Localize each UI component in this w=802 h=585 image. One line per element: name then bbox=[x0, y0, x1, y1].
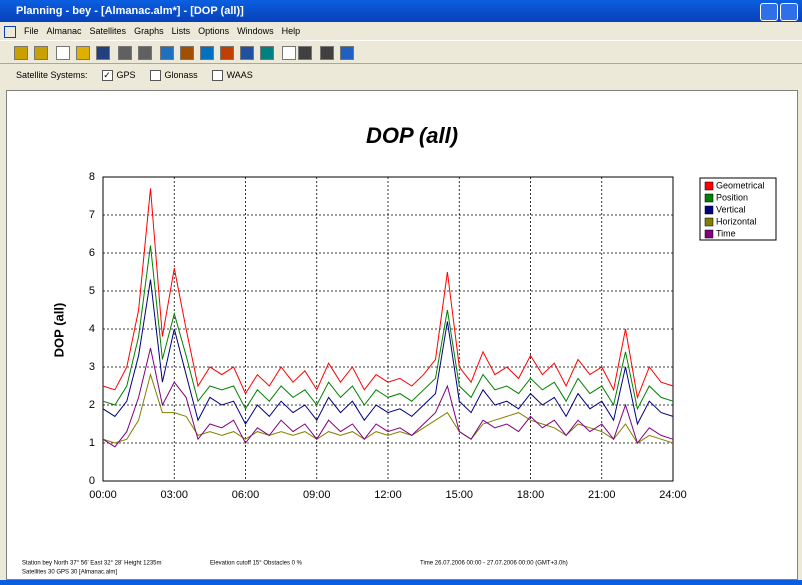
maximize-button[interactable] bbox=[780, 3, 798, 21]
menu-item[interactable]: Help bbox=[281, 26, 301, 36]
y-tick-label: 6 bbox=[89, 247, 95, 259]
toolbar-button[interactable] bbox=[298, 46, 312, 60]
toolbar-button[interactable] bbox=[340, 46, 354, 60]
y-tick-label: 1 bbox=[89, 437, 95, 449]
y-tick-label: 5 bbox=[89, 285, 95, 297]
checkbox-label[interactable]: Glonass bbox=[164, 70, 198, 80]
x-tick-label: 18:00 bbox=[517, 489, 545, 501]
series-line bbox=[102, 372, 674, 444]
toolbar-button[interactable] bbox=[138, 46, 152, 60]
toolbar-button[interactable] bbox=[76, 46, 90, 60]
systems-bar: Satellite Systems: ✓ GPS Glonass WAAS bbox=[0, 63, 802, 87]
minimize-button[interactable] bbox=[760, 3, 778, 21]
window-title: Planning - bey - [Almanac.alm*] - [DOP (… bbox=[16, 5, 244, 17]
legend-label: Time bbox=[716, 228, 736, 238]
chart-panel bbox=[6, 90, 798, 580]
x-tick-label: 15:00 bbox=[445, 489, 473, 501]
menu-item[interactable]: Almanac bbox=[46, 26, 82, 36]
menu-item[interactable]: Graphs bbox=[134, 26, 164, 36]
y-axis-label: DOP (all) bbox=[51, 303, 66, 358]
menu-bar: File Almanac Satellites Graphs Lists Options W… bbox=[0, 22, 802, 40]
series-line bbox=[102, 347, 674, 448]
legend-swatch bbox=[704, 193, 714, 203]
series-line bbox=[102, 188, 674, 400]
x-tick-label: 12:00 bbox=[374, 489, 402, 501]
series-line bbox=[102, 245, 674, 411]
title-bar: Planning - bey - [Almanac.alm*] - [DOP (… bbox=[0, 0, 802, 22]
menu-item[interactable]: Options bbox=[198, 26, 230, 36]
toolbar-button[interactable] bbox=[200, 46, 214, 60]
toolbar-button[interactable] bbox=[180, 46, 194, 60]
checkbox-label[interactable]: GPS bbox=[116, 70, 136, 80]
y-tick-label: 7 bbox=[89, 209, 95, 221]
series-line bbox=[102, 279, 674, 426]
menu-item[interactable]: Lists bbox=[171, 26, 191, 36]
toolbar-button[interactable] bbox=[160, 46, 174, 60]
checkbox-label[interactable]: WAAS bbox=[226, 70, 253, 80]
status-satellites: Satellites 30 GPS 30 [Almanac.alm] bbox=[22, 570, 117, 576]
legend-swatch bbox=[704, 181, 714, 191]
menu-item[interactable]: Windows bbox=[237, 26, 274, 36]
checkbox[interactable]: ✓ bbox=[101, 70, 113, 82]
systems-label: Satellite Systems: bbox=[16, 70, 88, 80]
x-tick-label: 06:00 bbox=[232, 489, 260, 501]
y-tick-label: 2 bbox=[89, 399, 95, 411]
legend-swatch bbox=[704, 229, 714, 239]
toolbar-button[interactable] bbox=[118, 46, 132, 60]
toolbar-button[interactable] bbox=[282, 46, 296, 60]
legend-label: Position bbox=[716, 192, 748, 202]
x-tick-label: 09:00 bbox=[303, 489, 331, 501]
toolbar-button[interactable] bbox=[260, 46, 274, 60]
y-tick-label: 3 bbox=[89, 361, 95, 373]
x-tick-label: 03:00 bbox=[160, 489, 188, 501]
x-tick-label: 00:00 bbox=[89, 489, 117, 501]
x-tick-label: 21:00 bbox=[588, 489, 616, 501]
y-tick-label: 4 bbox=[89, 323, 95, 335]
legend-label: Vertical bbox=[716, 204, 746, 214]
toolbar-button[interactable] bbox=[14, 46, 28, 60]
toolbar-button[interactable] bbox=[96, 46, 110, 60]
chart-title: DOP (all) bbox=[366, 123, 458, 148]
legend-swatch bbox=[704, 205, 714, 215]
legend-label: Horizontal bbox=[716, 216, 757, 226]
x-tick-label: 24:00 bbox=[659, 489, 687, 501]
status-station: Station bey North 37° 56' East 32° 28' H… bbox=[22, 561, 162, 567]
toolbar-button[interactable] bbox=[240, 46, 254, 60]
checkbox[interactable] bbox=[211, 70, 223, 82]
plot-frame bbox=[102, 176, 674, 482]
legend-swatch bbox=[704, 217, 714, 227]
menu-item[interactable]: Satellites bbox=[89, 26, 127, 36]
toolbar-button[interactable] bbox=[320, 46, 334, 60]
checkbox[interactable] bbox=[149, 70, 161, 82]
menu-item[interactable]: File bbox=[24, 26, 39, 36]
taskbar-edge bbox=[0, 580, 802, 585]
toolbar-button[interactable] bbox=[56, 46, 70, 60]
toolbar-button[interactable] bbox=[34, 46, 48, 60]
y-tick-label: 0 bbox=[89, 475, 95, 487]
toolbar bbox=[0, 40, 802, 64]
legend-label: Geometrical bbox=[716, 180, 765, 190]
y-tick-label: 8 bbox=[89, 171, 95, 183]
status-cutoff: Elevation cutoff 15° Obstacles 0 % bbox=[210, 561, 303, 567]
toolbar-button[interactable] bbox=[220, 46, 234, 60]
status-time: Time 26.07.2006 00:00 - 27.07.2006 00:00… bbox=[420, 561, 568, 567]
